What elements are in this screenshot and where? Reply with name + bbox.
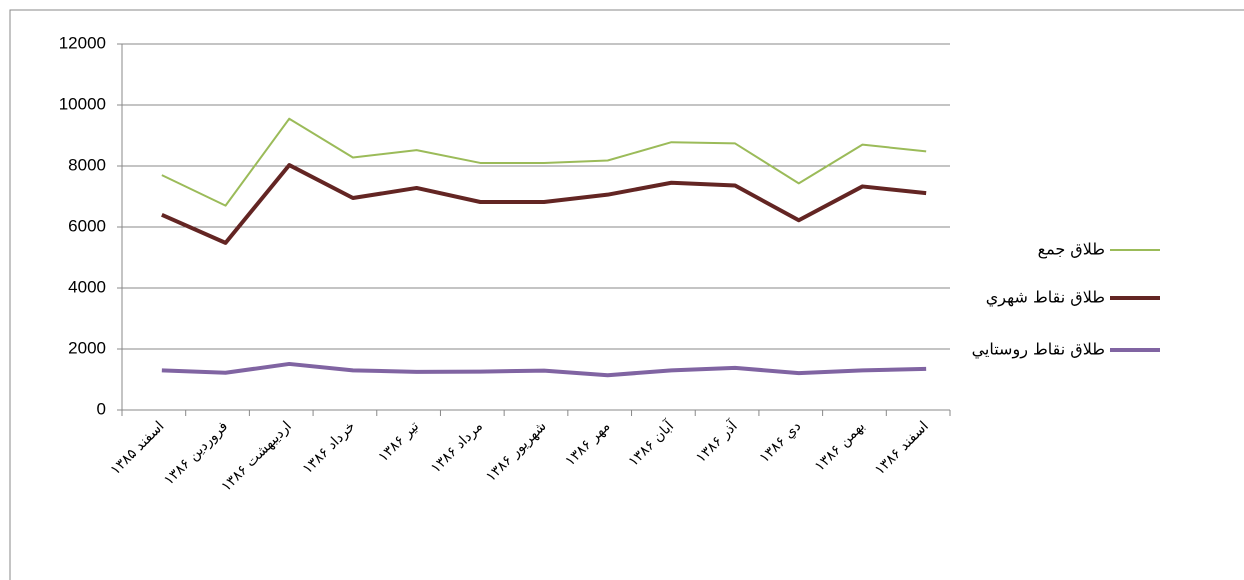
legend-label: طلاق نقاط شهري xyxy=(986,288,1105,308)
y-tick-label: 8000 xyxy=(68,155,106,174)
series-line xyxy=(161,163,927,245)
series-line xyxy=(161,117,927,207)
legend-label: طلاق نقاط روستايي xyxy=(972,340,1105,360)
legend-label: طلاق جمع xyxy=(1038,240,1105,260)
y-tick-label: 6000 xyxy=(68,216,106,235)
y-tick-label: 12000 xyxy=(59,33,106,52)
y-tick-label: 0 xyxy=(97,399,106,418)
y-tick-label: 4000 xyxy=(68,277,106,296)
series-line xyxy=(161,361,927,378)
y-tick-label: 2000 xyxy=(68,338,106,357)
y-tick-label: 10000 xyxy=(59,94,106,113)
